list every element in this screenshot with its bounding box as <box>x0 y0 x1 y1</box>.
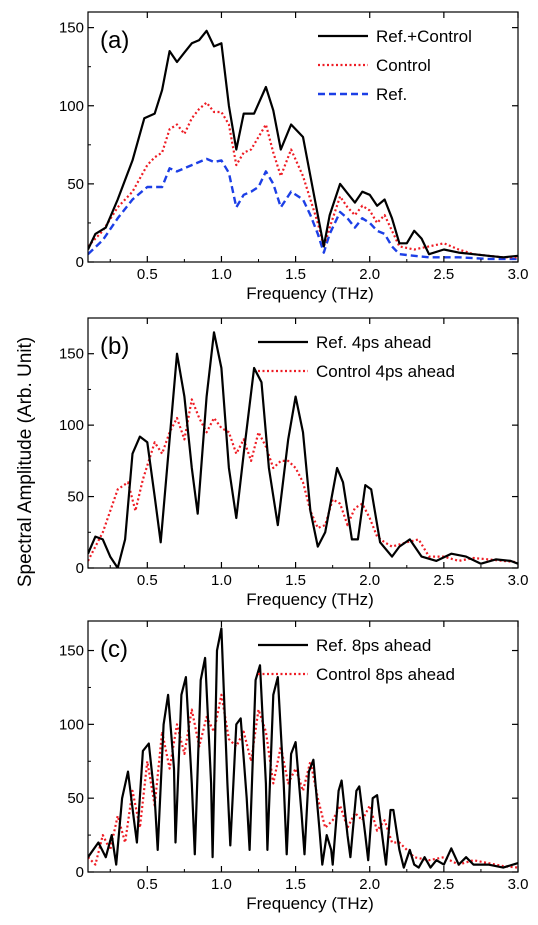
x-axis-label: Frequency (THz) <box>246 590 374 609</box>
series-line-c-1 <box>88 693 518 869</box>
series-line-a-1 <box>88 101 518 259</box>
panel-c: 0.5 1.0 1.5 2.0 2.5 3.0 0 50 100 150 Frequency (TH… <box>59 620 529 913</box>
x-tick-label: 3.0 <box>508 266 529 283</box>
x-tick-label: 1.5 <box>285 266 306 283</box>
x-tick-label: 1.0 <box>211 572 232 589</box>
series-line-b-0 <box>88 331 518 568</box>
x-tick-label: 1.5 <box>285 572 306 589</box>
y-tick-label: 100 <box>59 716 84 733</box>
y-tick-label: 0 <box>76 254 84 271</box>
y-tick-label: 0 <box>76 560 84 577</box>
panel-label: (a) <box>100 27 129 54</box>
panel-a: 0.5 1.0 1.5 2.0 2.5 3.0 0 50 100 150 Frequency (TH… <box>59 11 529 303</box>
x-tick-label: 0.5 <box>137 266 158 283</box>
panel-label: (b) <box>100 333 129 360</box>
x-tick-label: 2.5 <box>433 266 454 283</box>
x-axis-label: Frequency (THz) <box>246 284 374 303</box>
x-tick-label: 3.0 <box>508 876 529 893</box>
legend-label: Ref. 4ps ahead <box>316 333 431 352</box>
x-axis-label: Frequency (THz) <box>246 894 374 913</box>
series-group <box>88 627 518 869</box>
series-group <box>88 29 518 261</box>
y-tick-label: 150 <box>59 643 84 660</box>
plot-frame <box>87 11 519 263</box>
plot-frame <box>87 620 519 873</box>
series-line-c-0 <box>88 627 518 869</box>
x-tick-label: 2.0 <box>359 876 380 893</box>
panel-b: 0.5 1.0 1.5 2.0 2.5 3.0 0 50 100 150 Frequency (TH… <box>59 317 529 609</box>
y-tick-label: 100 <box>59 417 84 434</box>
y-tick-label: 50 <box>67 790 84 807</box>
x-tick-label: 3.0 <box>508 572 529 589</box>
x-tick-label: 2.0 <box>359 572 380 589</box>
legend-label: Ref. <box>376 85 407 104</box>
x-tick-label: 0.5 <box>137 876 158 893</box>
shared-y-axis-label: Spectral Amplitude (Arb. Unit) <box>15 337 36 587</box>
x-tick-label: 2.5 <box>433 572 454 589</box>
panel-label: (c) <box>100 636 128 663</box>
y-tick-label: 150 <box>59 346 84 363</box>
legend-label: Control 4ps ahead <box>316 362 455 381</box>
x-tick-label: 1.5 <box>285 876 306 893</box>
x-tick-label: 0.5 <box>137 572 158 589</box>
plot-frame <box>87 317 519 569</box>
x-tick-label: 1.0 <box>211 876 232 893</box>
x-tick-label: 1.0 <box>211 266 232 283</box>
legend-label: Ref.+Control <box>376 27 472 46</box>
x-tick-label: 2.0 <box>359 266 380 283</box>
y-tick-label: 50 <box>67 489 84 506</box>
series-line-a-2 <box>88 157 518 261</box>
y-tick-label: 100 <box>59 98 84 115</box>
legend-label: Ref. 8ps ahead <box>316 636 431 655</box>
series-group <box>88 331 518 568</box>
y-tick-label: 0 <box>76 864 84 881</box>
legend-label: Control 8ps ahead <box>316 665 455 684</box>
legend-label: Control <box>376 56 431 75</box>
y-tick-label: 150 <box>59 20 84 37</box>
y-tick-label: 50 <box>67 176 84 193</box>
x-tick-label: 2.5 <box>433 876 454 893</box>
series-line-a-0 <box>88 29 518 259</box>
